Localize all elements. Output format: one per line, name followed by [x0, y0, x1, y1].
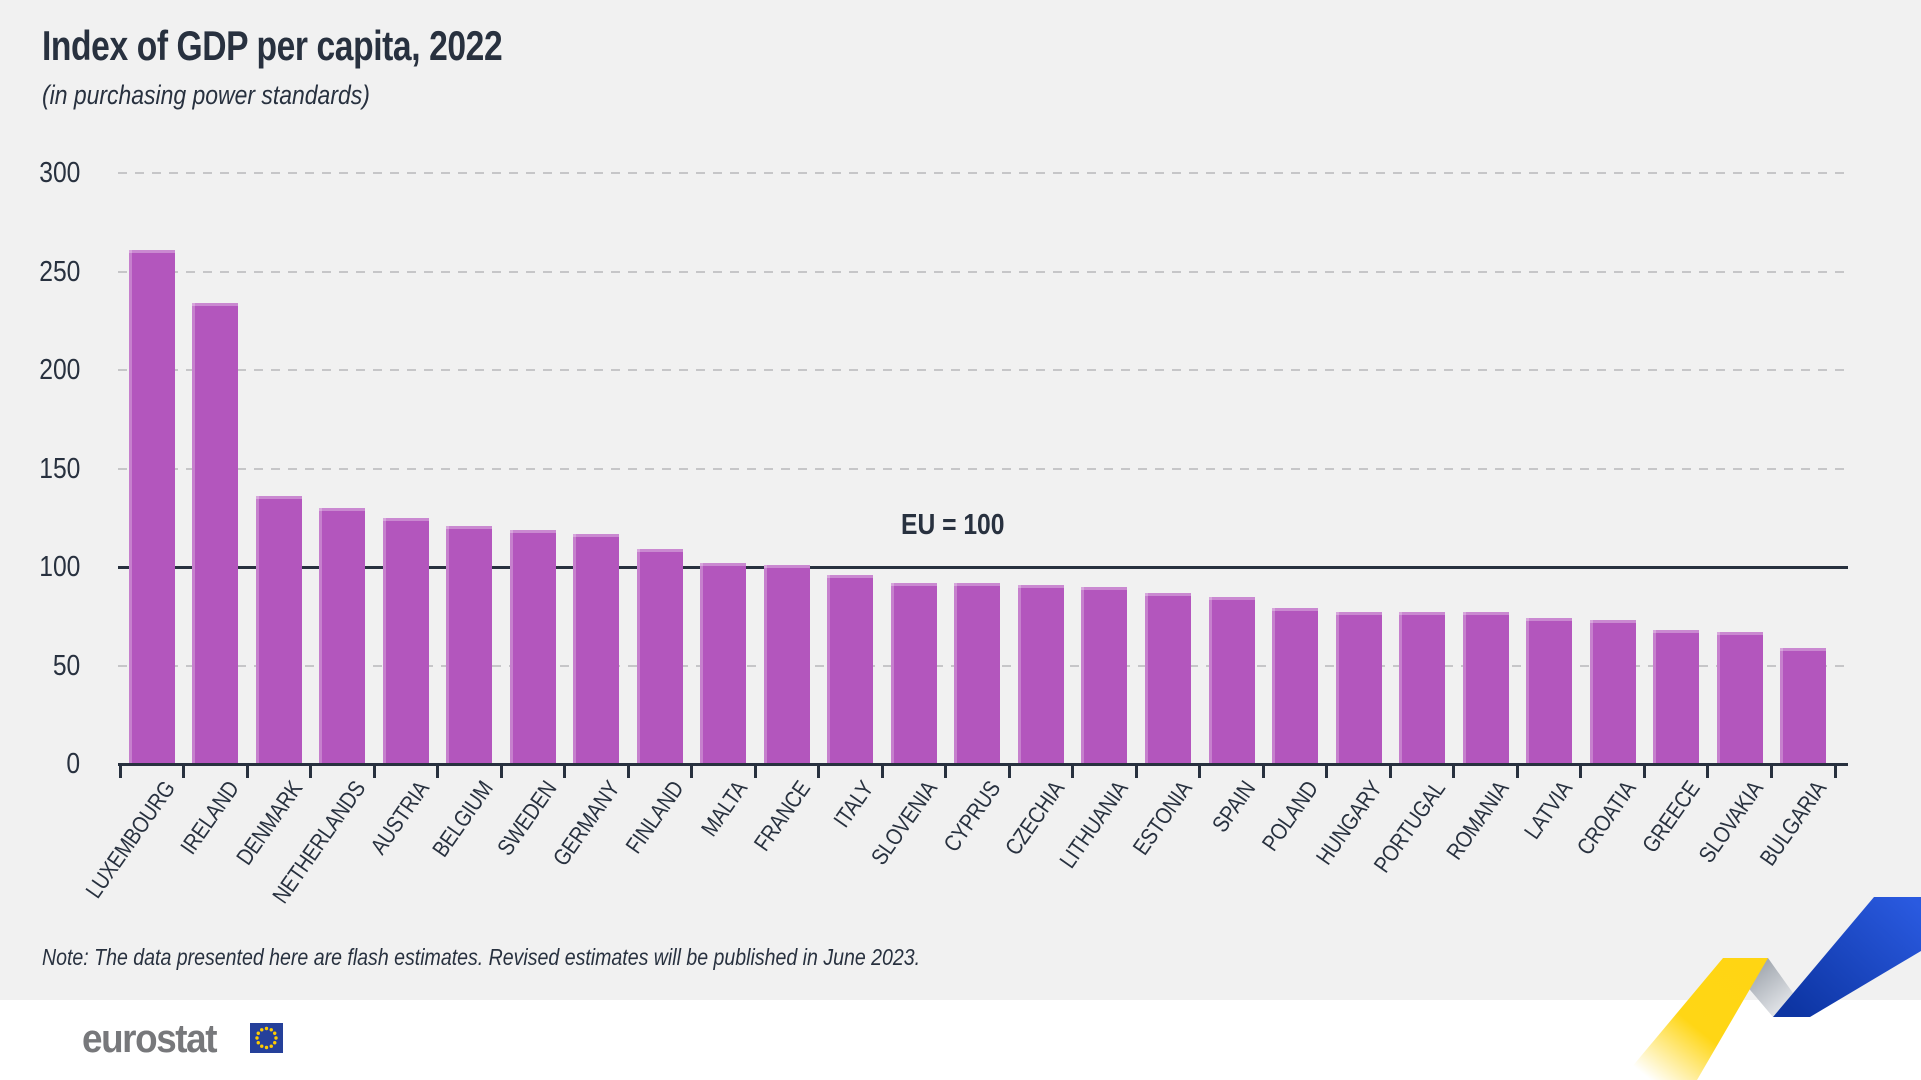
bar-slot-netherlands: NETHERLANDS [267, 173, 375, 908]
bar-chart-plot-area: EU = 100 LUXEMBOURG IRELAND DENMARK NETHERL… [80, 172, 1848, 908]
bar-sweden [509, 529, 556, 764]
bar-croatia [1589, 620, 1636, 764]
gridline-250 [118, 270, 1848, 273]
bar-slot-france: FRANCE [749, 173, 819, 856]
y-axis-label-100: 100 [38, 551, 80, 583]
bar-poland [1272, 608, 1319, 764]
y-axis-label-200: 200 [38, 354, 80, 386]
bar-italy [827, 574, 874, 764]
bar-slot-latvia: LATVIA [1515, 173, 1581, 844]
bar-estonia [1145, 592, 1191, 764]
bar-slovenia [890, 582, 937, 764]
footer-background [0, 1000, 1921, 1080]
bar-germany [573, 533, 620, 764]
y-axis-label-150: 150 [38, 452, 80, 485]
bar-ireland [192, 303, 239, 764]
bar-slot-slovakia: SLOVAKIA [1693, 173, 1772, 867]
y-axis-label-300: 300 [38, 157, 80, 189]
bar-slot-greece: GREECE [1637, 173, 1708, 857]
gridline-150 [118, 467, 1848, 470]
bar-netherlands [319, 507, 366, 764]
bar-hungary [1335, 612, 1382, 764]
bar-slot-ireland: IRELAND [175, 173, 248, 859]
bar-slot-belgium: BELGIUM [427, 173, 502, 862]
gridline-200 [118, 369, 1848, 371]
eu-reference-line [118, 566, 1848, 569]
bar-slot-hungary: HUNGARY [1311, 173, 1391, 869]
bar-romania [1462, 612, 1509, 764]
eurostat-logo-text: eurostat [82, 1017, 218, 1061]
bar-malta [700, 563, 747, 764]
y-axis-label-0: 0 [66, 748, 80, 780]
bar-slot-luxembourg: LUXEMBOURG [80, 173, 184, 903]
note-text: Note: The data presented here are flash … [42, 944, 921, 970]
eurostat-logo: eurostat [82, 1017, 283, 1061]
chart-title: Index of GDP per capita, 2022 [42, 22, 503, 69]
bar-slot-finland: FINLAND [620, 173, 692, 858]
bar-slot-poland: POLAND [1257, 173, 1327, 856]
bar-austria [382, 517, 429, 764]
bar-slot-romania: ROMANIA [1441, 173, 1518, 864]
bar-slot-croatia: CROATIA [1572, 173, 1645, 859]
bar-belgium [446, 525, 493, 764]
bar-lithuania [1081, 586, 1128, 764]
bar-slot-austria: AUSTRIA [365, 173, 438, 859]
bars-container: LUXEMBOURG IRELAND DENMARK NETHERLANDS AUSTR… [80, 173, 1837, 908]
eu-flag-icon [250, 1023, 283, 1053]
bar-slot-slovenia: SLOVENIA [866, 173, 946, 869]
bar-slot-malta: MALTA [690, 173, 756, 841]
bar-slot-spain: SPAIN [1198, 173, 1264, 837]
bar-finland [636, 549, 683, 764]
bar-slot-italy: ITALY [817, 173, 883, 832]
bar-latvia [1526, 618, 1573, 764]
bar-cyprus [954, 582, 1001, 764]
bar-bulgaria [1780, 647, 1827, 764]
bar-slot-czechia: CZECHIA [1000, 173, 1073, 860]
chart-subtitle: (in purchasing power standards) [42, 80, 370, 110]
bar-spain [1208, 596, 1255, 764]
bar-greece [1653, 630, 1700, 764]
bar-slot-sweden: SWEDEN [492, 173, 565, 860]
bar-slot-portugal: PORTUGAL [1369, 173, 1454, 877]
chart-background [0, 0, 1921, 1000]
bar-czechia [1017, 584, 1064, 764]
bar-slot-estonia: ESTONIA [1127, 173, 1200, 859]
bar-france [763, 565, 810, 764]
bar-portugal [1399, 612, 1446, 764]
bar-slot-denmark: DENMARK [231, 173, 311, 870]
bar-slot-germany: GERMANY [548, 173, 629, 870]
bar-slot-bulgaria: BULGARIA [1755, 173, 1835, 870]
x-axis-line [118, 763, 1848, 766]
bar-slovakia [1716, 632, 1763, 764]
bar-slot-cyprus: CYPRUS [939, 173, 1010, 856]
eu-reference-label: EU = 100 [901, 509, 1005, 541]
gridline-300 [118, 172, 1848, 174]
y-axis-label-250: 250 [38, 255, 80, 288]
bar-luxembourg [128, 249, 175, 764]
y-axis-label-50: 50 [52, 649, 80, 682]
bar-slot-lithuania: LITHUANIA [1054, 173, 1137, 873]
bar-denmark [255, 496, 302, 764]
